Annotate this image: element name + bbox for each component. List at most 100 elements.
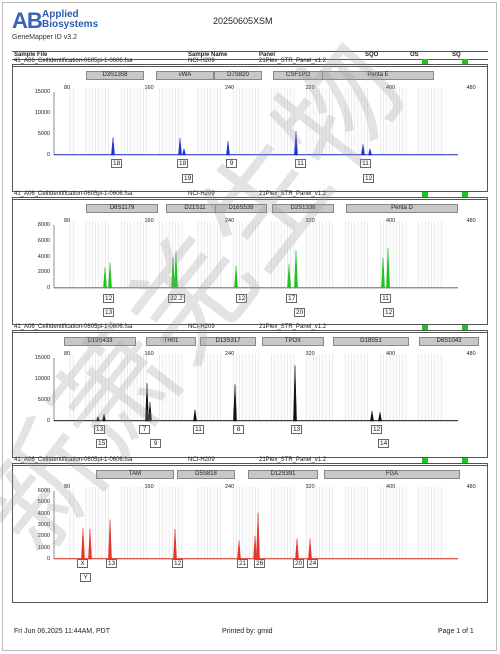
locus-marker[interactable]: D6S1043	[419, 337, 479, 346]
allele-call-label[interactable]: 9	[150, 439, 161, 448]
sample-name: NCI-H209	[188, 457, 215, 463]
allele-call-label[interactable]: 18	[111, 159, 123, 168]
applied-biosystems-logo: AB Applied Biosystems GeneMapper ID v3.2	[12, 8, 98, 41]
sample-row-rule	[12, 332, 488, 333]
sample-row[interactable]: 41_A06_CellIdentification-0605pi-1-0606.…	[14, 58, 484, 66]
sample-file-name: 41_A06_CellIdentification-0605pi-1-0606.…	[14, 457, 133, 463]
locus-marker[interactable]: TAM	[96, 470, 174, 479]
allele-call-label[interactable]: 12	[363, 174, 375, 183]
allele-call-label[interactable]: 15	[96, 439, 108, 448]
allele-call-label[interactable]: X	[77, 559, 88, 568]
col-sample-name: Sample Name	[188, 52, 228, 58]
y-tick-label: 2000	[37, 269, 50, 276]
y-tick-label: 6000	[37, 488, 50, 494]
y-tick-label: 2000	[37, 533, 50, 540]
allele-call-label[interactable]: 13	[106, 559, 118, 568]
bp-tick-label: 160	[144, 85, 154, 91]
sample-row-rule	[12, 465, 488, 466]
allele-call-label[interactable]: 11	[360, 159, 371, 168]
sample-name: NCI-H209	[188, 58, 215, 64]
locus-marker[interactable]: D7S820	[214, 71, 262, 80]
panel-name: 21Plex_STR_Panel_v1.2	[259, 58, 327, 64]
allele-call-label[interactable]: 12	[236, 294, 248, 303]
y-tick-label: 6000	[37, 237, 50, 244]
locus-marker[interactable]: Penta D	[346, 204, 458, 213]
allele-call-label[interactable]: 9	[226, 159, 237, 168]
os-status-icon	[422, 458, 428, 463]
locus-marker[interactable]: TH01	[146, 337, 196, 346]
allele-call-label[interactable]: 11	[380, 294, 391, 303]
allele-call-label[interactable]: 13	[103, 308, 115, 317]
sq-status-icon	[462, 325, 468, 330]
allele-call-label[interactable]: 26	[254, 559, 266, 568]
bp-tick-label: 240	[225, 484, 235, 490]
allele-call-label[interactable]: 12	[172, 559, 184, 568]
allele-call-label[interactable]: 18	[177, 159, 189, 168]
sample-row[interactable]: 41_A06_CellIdentification-0605pi-1-0606.…	[14, 457, 484, 465]
sample-row[interactable]: 41_A06_CellIdentification-0605pi-1-0606.…	[14, 191, 484, 199]
y-tick-label: 10000	[34, 376, 50, 382]
locus-marker[interactable]: D2S1338	[272, 204, 334, 213]
locus-marker[interactable]: D18S51	[333, 337, 409, 346]
os-status-icon	[422, 325, 428, 330]
sample-row[interactable]: 41_A06_CellIdentification-0605pi-1-0606.…	[14, 324, 484, 332]
bp-tick-label: 480	[466, 85, 476, 91]
locus-marker[interactable]: D16S539	[215, 204, 267, 213]
locus-marker[interactable]: D5S818	[177, 470, 235, 479]
brand-line-2: Biosystems	[42, 19, 99, 30]
allele-call-label[interactable]: 12	[371, 425, 383, 434]
allele-call-label[interactable]: 13	[291, 425, 303, 434]
y-tick-label: 5000	[37, 131, 50, 137]
allele-call-label[interactable]: Y	[80, 573, 91, 582]
sample-file-name: 41_A06_CellIdentification-0605pi-1-0606.…	[14, 324, 133, 330]
bp-tick-label: 320	[305, 85, 315, 91]
locus-marker[interactable]: D19S433	[64, 337, 136, 346]
header-rule-bottom	[12, 59, 488, 60]
allele-call-label[interactable]: 20	[294, 308, 306, 317]
allele-call-label[interactable]: 20	[293, 559, 305, 568]
allele-call-label[interactable]: 17	[286, 294, 298, 303]
bp-tick-label: 400	[386, 484, 396, 490]
locus-marker[interactable]: Penta E	[322, 71, 434, 80]
allele-call-label[interactable]: 8	[233, 425, 244, 434]
locus-marker[interactable]: D13S317	[200, 337, 256, 346]
ab-logo-mark: AB	[12, 8, 43, 33]
locus-marker[interactable]: TPOX	[262, 337, 324, 346]
allele-call-label[interactable]: 14	[378, 439, 390, 448]
locus-marker[interactable]: D12S391	[248, 470, 318, 479]
allele-call-label[interactable]: 13	[94, 425, 106, 434]
allele-call-label[interactable]: 12	[103, 294, 115, 303]
panel-frame	[12, 64, 488, 192]
bp-tick-label: 320	[305, 218, 315, 224]
allele-call-label[interactable]: 32.2	[168, 294, 185, 303]
locus-marker[interactable]: vWA	[156, 71, 214, 80]
allele-call-label[interactable]: 11	[295, 159, 306, 168]
y-tick-label: 0	[46, 418, 50, 424]
os-status-icon	[422, 59, 428, 64]
bp-tick-label: 160	[144, 351, 154, 357]
allele-call-label[interactable]: 11	[193, 425, 204, 434]
bp-tick-label: 160	[144, 218, 154, 224]
footer-printed-by: Printed by: gmid	[222, 628, 273, 635]
locus-marker[interactable]: CSF1PO	[273, 71, 323, 80]
allele-call-label[interactable]: 21	[237, 559, 249, 568]
bp-tick-label: 480	[466, 218, 476, 224]
allele-call-label[interactable]: 19	[182, 174, 194, 183]
report-title: 20250605XSM	[213, 16, 273, 26]
y-tick-label: 8000	[37, 222, 50, 228]
locus-marker[interactable]: D8S1179	[86, 204, 158, 213]
locus-marker[interactable]: FGA	[324, 470, 460, 479]
sample-file-name: 41_A06_CellIdentification-0605pi-1-0606.…	[14, 58, 133, 64]
bp-tick-label: 400	[386, 351, 396, 357]
allele-call-label[interactable]: 24	[307, 559, 319, 568]
y-tick-label: 0	[46, 152, 50, 158]
allele-call-label[interactable]: 12	[383, 308, 395, 317]
y-tick-label: 10000	[34, 110, 50, 116]
bp-tick-label: 320	[305, 351, 315, 357]
bp-tick-label: 80	[64, 218, 71, 224]
allele-call-label[interactable]: 7	[139, 425, 150, 434]
col-sq: SQ	[452, 52, 461, 58]
locus-marker[interactable]: D3S1358	[86, 71, 144, 80]
bp-tick-label: 80	[64, 484, 71, 490]
panel-name: 21Plex_STR_Panel_v1.2	[259, 457, 327, 463]
